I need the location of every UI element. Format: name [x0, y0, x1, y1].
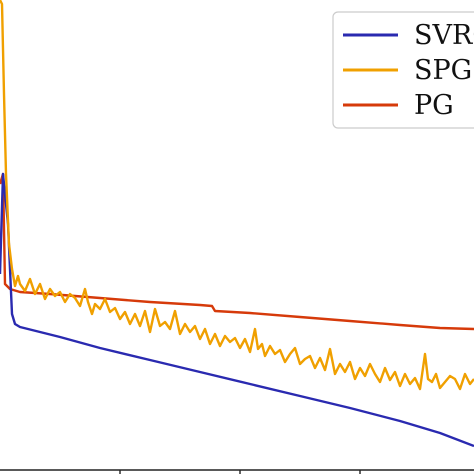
series-line-spg — [0, 0, 474, 391]
series-lines — [0, 0, 474, 448]
legend-box — [332, 11, 474, 129]
series-line-svrg — [0, 172, 474, 448]
legend: SVRG SPG PG — [332, 11, 474, 129]
legend-label-spg: SPG — [414, 55, 472, 86]
legend-label-pg: PG — [414, 90, 454, 121]
series-line-pg — [0, 172, 474, 331]
legend-label-svrg: SVRG — [414, 20, 474, 51]
x-ticks — [119, 470, 361, 474]
